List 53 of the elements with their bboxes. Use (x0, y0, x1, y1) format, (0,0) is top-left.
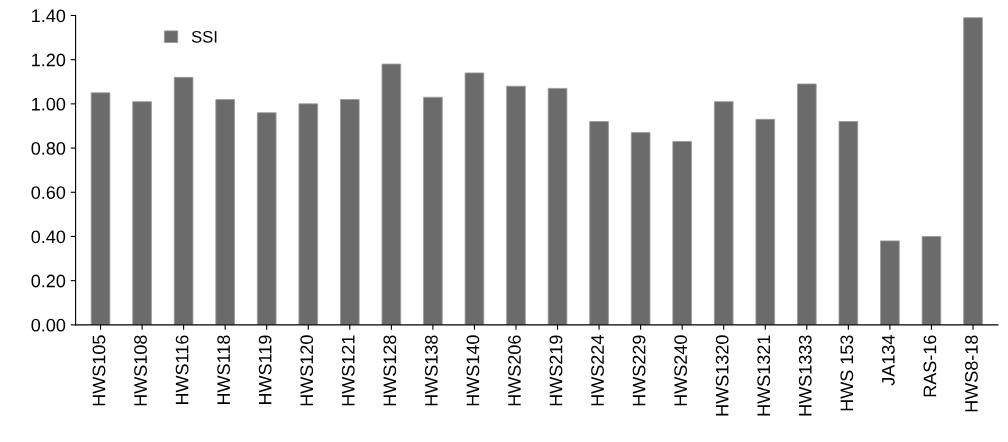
x-tick-label: HWS128 (383, 335, 397, 406)
x-tick-label: RAS-16 (923, 335, 937, 397)
y-tick-label: 0.60 (31, 186, 66, 199)
y-tick-label: 0.20 (31, 274, 66, 288)
bar (797, 83, 817, 325)
x-tick-label: HWS140 (466, 335, 480, 406)
bar (755, 118, 776, 325)
x-tick-label: HWS138 (424, 335, 438, 406)
x-tick-label: HWS1321 (757, 335, 771, 416)
bar (672, 141, 692, 325)
x-tick-label: HWS119 (258, 335, 272, 405)
bar (340, 99, 360, 325)
bar (506, 85, 526, 325)
y-tick-label: 1.00 (32, 97, 66, 111)
bar (713, 101, 734, 325)
bar (630, 132, 651, 325)
y-tick-label: 0.00 (31, 318, 66, 332)
bar (90, 92, 111, 325)
x-tick-label: HWS240 (674, 335, 688, 406)
y-tick-label: 1.40 (32, 9, 66, 23)
bar (256, 112, 277, 325)
bar (547, 87, 568, 325)
x-tick-label: HWS219 (549, 335, 563, 406)
x-tick-label: HWS8-18 (965, 335, 978, 412)
bar (423, 96, 443, 325)
legend-label: SSI (191, 30, 217, 43)
bar (589, 121, 609, 325)
y-tick-label: 0.80 (31, 142, 66, 155)
bar (173, 76, 194, 325)
y-tick-label: 1.20 (32, 53, 66, 67)
y-tick-label: 0.40 (31, 230, 66, 244)
bar (880, 240, 900, 325)
x-tick-label: HWS105 (92, 335, 106, 406)
bar (921, 236, 942, 325)
x-tick-label: HWS116 (175, 335, 189, 405)
x-tick-label: HWS 153 (840, 335, 854, 411)
x-tick-label: HWS206 (508, 335, 521, 406)
bar (215, 99, 235, 325)
bar (381, 63, 402, 325)
bar (838, 121, 859, 325)
x-tick-label: HWS121 (341, 335, 355, 406)
x-tick-label: HWS224 (591, 335, 604, 406)
x-tick-label: HWS118 (217, 335, 231, 405)
x-tick-label: HWS108 (134, 335, 147, 406)
bar (298, 103, 319, 325)
x-tick-label: JA134 (881, 335, 895, 386)
x-tick-label: HWS1320 (715, 335, 729, 416)
bar (132, 101, 152, 325)
bar (464, 72, 485, 325)
x-tick-label: HWS229 (632, 335, 646, 406)
bar (963, 17, 983, 325)
x-tick-label: HWS120 (300, 335, 314, 406)
x-tick-label: HWS1333 (798, 335, 812, 416)
